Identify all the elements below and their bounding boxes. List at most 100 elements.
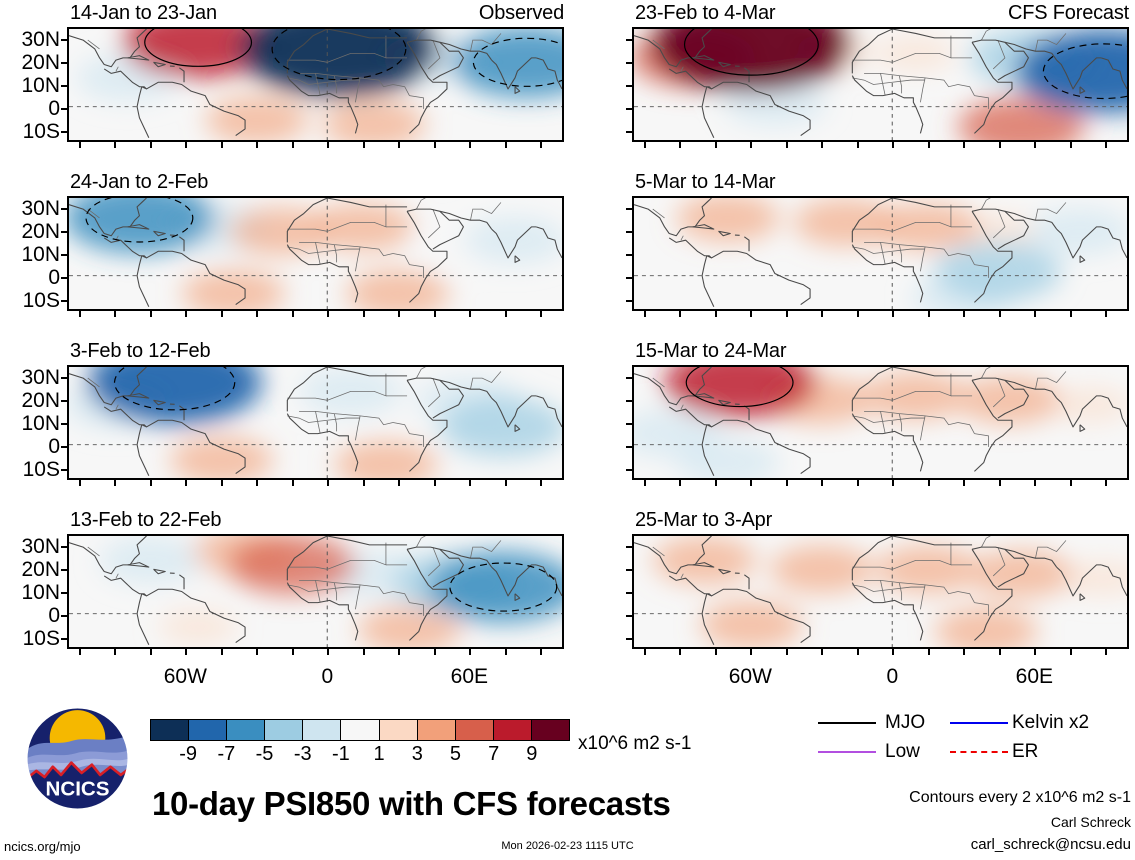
x-axis-tick (540, 142, 543, 148)
x-axis-tick (433, 649, 436, 655)
panel-title: 25-Mar to 3-Apr (635, 509, 773, 531)
colorbar-segment (379, 720, 418, 740)
x-axis-tick (821, 142, 824, 148)
x-axis-tick (643, 649, 646, 655)
x-axis-tick (185, 311, 188, 317)
x-axis-tick (540, 480, 543, 486)
colorbar-segment (265, 720, 304, 740)
y-axis-tick-label: 30N (21, 534, 60, 558)
panel-title: 23-Feb to 4-Mar (635, 2, 776, 24)
x-axis-tick (856, 142, 859, 148)
x-axis-tick (1069, 142, 1072, 148)
x-axis-tick (714, 142, 717, 148)
y-axis-tick-label: 0 (48, 96, 60, 120)
y-axis-tick (626, 468, 633, 471)
x-axis-tick (291, 480, 294, 486)
panel-title: 3-Feb to 12-Feb (70, 340, 211, 362)
x-axis-tick (785, 142, 788, 148)
x-axis-tick (327, 311, 330, 317)
y-axis-tick-label: 10N (21, 580, 60, 604)
legend-label: MJO (885, 712, 926, 733)
map-panel (632, 534, 1129, 649)
y-axis-tick-label: 10S (22, 288, 60, 312)
author-email[interactable]: carl_schreck@ncsu.edu (970, 836, 1131, 853)
y-axis-tick-label: 20N (21, 388, 60, 412)
colorbar-tick-label: 1 (373, 743, 385, 765)
colorbar (150, 719, 570, 741)
x-axis-tick (220, 142, 223, 148)
x-axis-tick (362, 480, 365, 486)
y-axis-tick (626, 230, 633, 233)
x-axis-tick (469, 142, 472, 148)
y-axis-tick-label: 0 (48, 434, 60, 458)
colorbar-tick-label: -1 (332, 743, 350, 765)
y-axis-tick (626, 422, 633, 425)
map-panel (632, 365, 1129, 480)
y-axis-tick (61, 376, 68, 379)
x-axis-tick-label: 60W (163, 665, 207, 688)
x-axis-tick (433, 142, 436, 148)
x-axis-tick (998, 142, 1001, 148)
y-axis-tick-label: 10S (22, 457, 60, 481)
x-axis-tick (750, 649, 753, 655)
x-axis-tick (291, 311, 294, 317)
site-link[interactable]: ncics.org/mjo (4, 839, 81, 854)
colorbar-segment (303, 720, 342, 740)
x-axis-tick (504, 649, 507, 655)
timestamp: Mon 2026-02-23 1115 UTC (501, 840, 634, 852)
y-axis-tick (626, 614, 633, 617)
x-axis-tick (679, 649, 682, 655)
x-axis-tick (927, 480, 930, 486)
x-axis-tick (998, 311, 1001, 317)
x-axis-tick (750, 142, 753, 148)
legend-label: Low (885, 741, 920, 762)
y-axis-tick-label: 10N (21, 73, 60, 97)
x-axis-tick (256, 142, 259, 148)
colorbar-tick-label: -9 (179, 743, 198, 765)
legend-line-er (950, 751, 1008, 753)
x-axis-tick (433, 480, 436, 486)
colorbar-segment (531, 720, 570, 740)
colorbar-segment (341, 720, 380, 740)
x-axis-tick (220, 311, 223, 317)
legend-label: ER (1012, 741, 1039, 762)
y-axis-tick (61, 61, 68, 64)
x-axis-tick (679, 142, 682, 148)
y-axis-tick-label: 20N (21, 557, 60, 581)
y-axis-tick-label: 30N (21, 27, 60, 51)
x-axis-tick (1034, 142, 1037, 148)
y-axis-tick (626, 107, 633, 110)
map-panel (67, 27, 564, 142)
colorbar-units-label: x10^6 m2 s-1 (578, 733, 692, 754)
x-axis-tick-label: 60E (450, 665, 489, 688)
x-axis-tick (504, 480, 507, 486)
x-axis-tick (785, 480, 788, 486)
x-axis-tick-label: 0 (886, 665, 899, 688)
colorbar-tick-label: -5 (255, 743, 274, 765)
colorbar-segment (493, 720, 532, 740)
x-axis-tick-label: 0 (321, 665, 334, 688)
x-axis-tick (643, 142, 646, 148)
x-axis-tick (78, 311, 81, 317)
y-axis-tick (626, 207, 633, 210)
x-axis-tick-label: 60W (728, 665, 772, 688)
y-axis-tick (61, 637, 68, 640)
colorbar-segment (455, 720, 494, 740)
y-axis-tick-label: 10S (22, 626, 60, 650)
y-axis-tick (61, 568, 68, 571)
x-axis-tick (679, 311, 682, 317)
colorbar-tick-label: 5 (449, 743, 462, 765)
x-axis-tick (149, 649, 152, 655)
y-axis-tick (61, 38, 68, 41)
x-axis-tick (892, 142, 895, 148)
x-axis-tick (927, 311, 930, 317)
panel-title: 5-Mar to 14-Mar (635, 171, 776, 193)
x-axis-tick (821, 649, 824, 655)
x-axis-tick (892, 649, 895, 655)
x-axis-tick (998, 649, 1001, 655)
x-axis-tick (114, 480, 117, 486)
y-axis-tick (61, 107, 68, 110)
x-axis-tick (821, 480, 824, 486)
y-axis-tick-label: 20N (21, 50, 60, 74)
y-axis-tick (61, 445, 68, 448)
